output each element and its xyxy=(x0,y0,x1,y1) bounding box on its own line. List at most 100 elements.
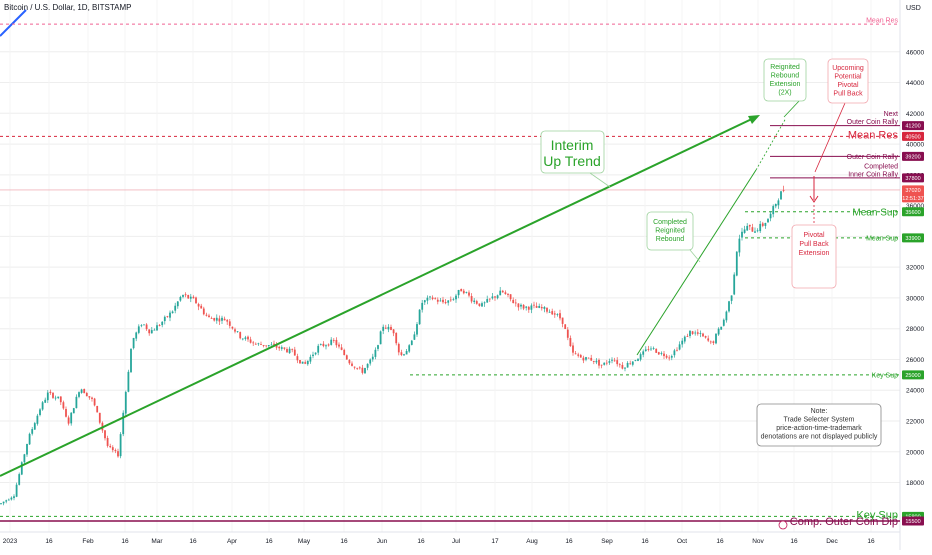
callout-completed-reignited-text-line: Rebound xyxy=(656,236,685,243)
candle-body xyxy=(400,352,403,355)
candle-body xyxy=(273,343,275,345)
y-tick-label: 30000 xyxy=(906,295,924,302)
candle-body xyxy=(265,345,268,347)
candle-body xyxy=(678,344,681,350)
callout-pivotal-pullback-text: Pivotal Pull Back Extension xyxy=(799,232,830,257)
candle-body xyxy=(325,345,327,347)
x-tick-label: 16 xyxy=(867,538,875,545)
candle-body xyxy=(221,317,223,321)
candle-body xyxy=(392,329,395,334)
candle-body xyxy=(663,353,665,357)
candle-body xyxy=(348,360,351,364)
candle-body xyxy=(546,307,548,312)
candle-body xyxy=(5,500,8,502)
y-tick-label: 36000 xyxy=(906,203,924,210)
candle-body xyxy=(163,316,166,322)
candle-body xyxy=(28,433,31,445)
x-tick-label: Feb xyxy=(82,538,94,545)
candle-body xyxy=(616,360,619,365)
candle-body xyxy=(681,340,684,345)
candle-body xyxy=(286,349,288,353)
candle-body xyxy=(7,499,10,501)
candle-body xyxy=(104,430,106,439)
x-tick-label: 16 xyxy=(417,538,425,545)
candle-body xyxy=(384,327,387,329)
y-tick-label: 26000 xyxy=(906,357,924,364)
candle-body xyxy=(486,299,489,303)
candle-body xyxy=(270,344,273,346)
candle-body xyxy=(44,399,47,403)
candle-body xyxy=(553,313,556,315)
note-text-line: Note: xyxy=(811,408,828,415)
candle-body xyxy=(470,296,473,302)
candle-body xyxy=(410,340,413,345)
symbol-title[interactable]: Bitcoin / U.S. Dollar, 1D, BITSTAMP xyxy=(4,3,132,12)
candle-body xyxy=(595,360,598,363)
reignited-rebound-line xyxy=(636,169,757,356)
candle-body xyxy=(397,343,400,353)
candle-body xyxy=(764,222,767,226)
candle-body xyxy=(335,339,338,346)
candle-body xyxy=(130,348,132,373)
candle-body xyxy=(322,343,325,347)
candle-body xyxy=(353,366,356,368)
candle-body xyxy=(444,302,447,304)
callout-reignited-extension xyxy=(763,58,807,102)
candle-body xyxy=(23,454,26,463)
price-tag-text: 37800 xyxy=(905,176,920,182)
candle-body xyxy=(722,319,725,326)
candle-body xyxy=(166,316,169,318)
callout-reignited-extension-text-line: (2X) xyxy=(778,90,791,97)
callout-upcoming-pullback xyxy=(827,58,869,104)
candle-body xyxy=(540,307,543,309)
candle-body xyxy=(343,349,346,356)
candle-body xyxy=(241,338,244,340)
candle-body xyxy=(31,429,34,434)
candle-body xyxy=(332,340,335,341)
candle-body xyxy=(122,412,125,435)
candle-body xyxy=(65,408,67,417)
candle-body xyxy=(202,308,205,315)
x-tick-label: 16 xyxy=(340,538,348,545)
price-tag-text: 37020 xyxy=(905,188,920,194)
note-text-line: price-action-time-trademark xyxy=(776,425,862,432)
x-tick-label: Dec xyxy=(826,538,838,545)
candle-body xyxy=(319,344,322,345)
candle-body xyxy=(720,326,723,330)
candle-body xyxy=(767,219,769,223)
price-tag-text: 12:51:37 xyxy=(902,196,923,202)
candle-body xyxy=(436,299,439,302)
callout-upcoming-pullback-text-line: Upcoming xyxy=(832,65,864,72)
candle-body xyxy=(504,292,507,295)
price-tag-text: 25000 xyxy=(905,373,920,379)
x-tick-label: 16 xyxy=(189,538,197,545)
candle-body xyxy=(327,344,330,346)
x-tick-label: 16 xyxy=(45,538,53,545)
callout-pointer xyxy=(814,102,846,173)
level-label: Inner Coin Rally xyxy=(848,171,898,178)
candle-body xyxy=(213,318,216,321)
x-tick-label: 16 xyxy=(121,538,129,545)
candle-body xyxy=(449,299,452,301)
candle-body xyxy=(80,389,83,393)
callout-upcoming-pullback-text-line: Potential xyxy=(834,74,862,81)
y-tick-label: 44000 xyxy=(906,80,924,87)
candle-body xyxy=(223,318,226,321)
candle-body xyxy=(106,437,109,446)
candle-body xyxy=(13,496,15,499)
candle-body xyxy=(127,371,130,392)
candle-body xyxy=(717,328,720,335)
candle-body xyxy=(655,348,658,353)
candle-body xyxy=(460,288,463,292)
level-label: Mean Sup xyxy=(866,235,898,242)
note-text-line: denotations are not displayed publicly xyxy=(761,434,878,441)
candles xyxy=(0,185,785,506)
candle-body xyxy=(184,294,187,296)
blue-trendline xyxy=(0,9,27,37)
currency-label: USD xyxy=(906,5,921,12)
candle-body xyxy=(254,343,257,345)
candle-body xyxy=(761,223,764,226)
candle-body xyxy=(244,337,247,339)
candle-body xyxy=(782,190,785,191)
